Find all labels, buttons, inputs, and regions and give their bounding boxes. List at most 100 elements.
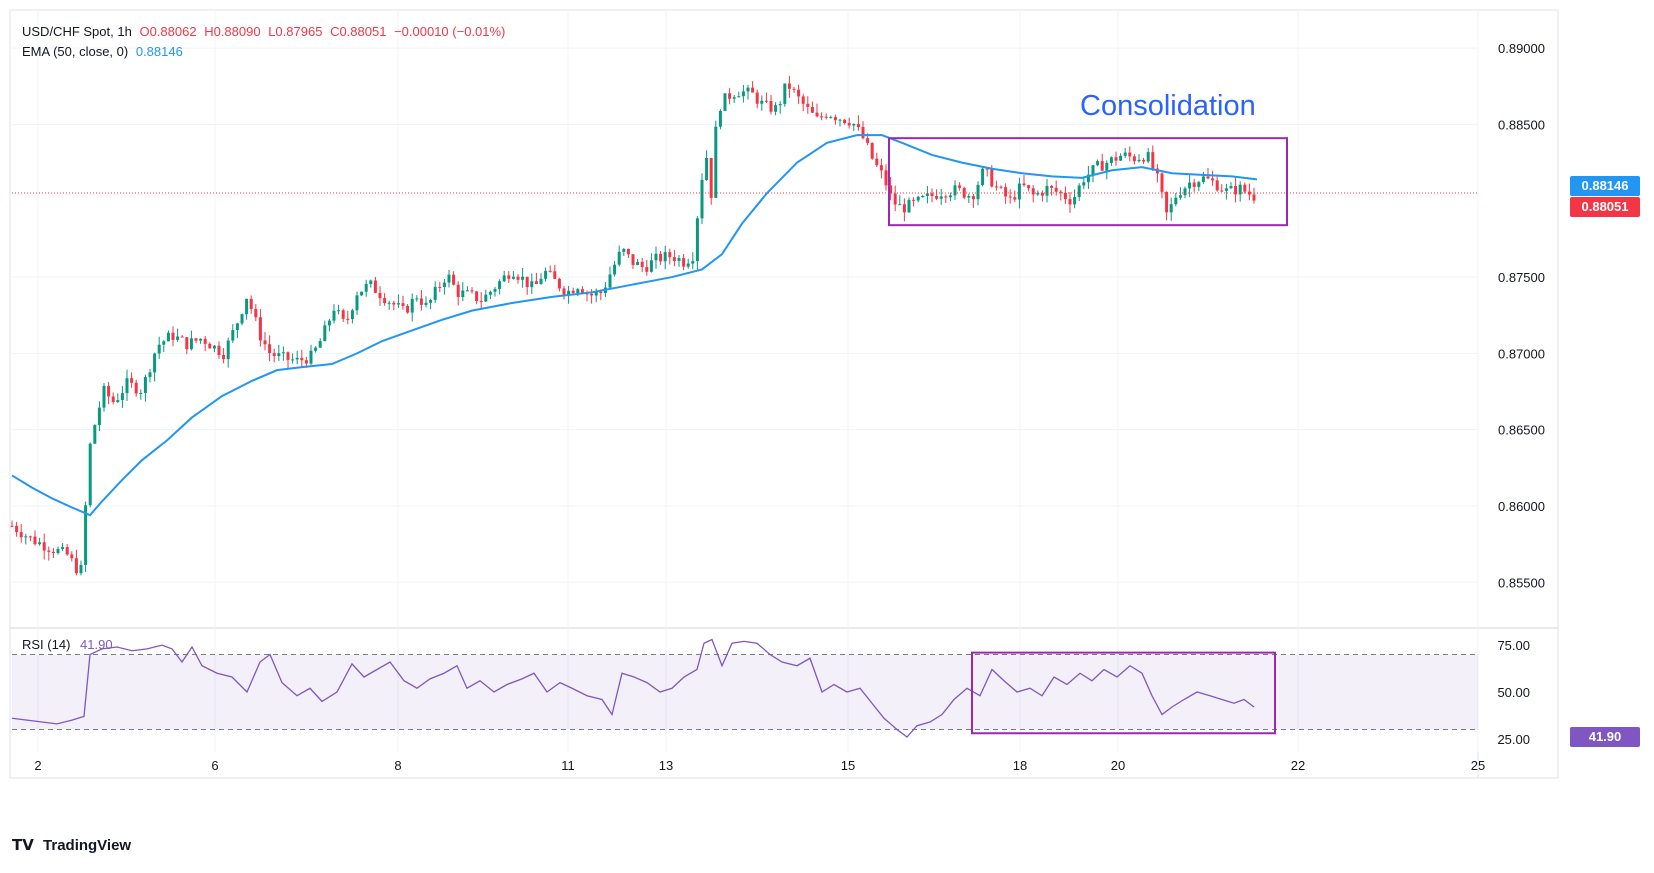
- candle-body: [222, 354, 226, 360]
- candle-body: [1178, 195, 1182, 198]
- candle-body: [539, 278, 543, 285]
- ema-value: 0.88146: [135, 44, 183, 59]
- candle-body: [65, 547, 69, 555]
- candle-body: [235, 323, 239, 331]
- y-tick-label: 0.87000: [1498, 346, 1545, 361]
- candle-body: [442, 282, 446, 288]
- candle-body: [327, 320, 331, 326]
- candle-body: [981, 168, 985, 185]
- candle-body: [1137, 159, 1141, 162]
- candle-body: [189, 338, 193, 350]
- candle-body: [369, 280, 373, 284]
- candle-body: [240, 314, 244, 324]
- candle-body: [212, 345, 216, 349]
- candle-body: [622, 249, 626, 252]
- ohlc-header: USD/CHF Spot, 1h O0.88062 H0.88090 L0.87…: [22, 24, 509, 39]
- candle-body: [534, 281, 538, 285]
- candle-body: [774, 105, 778, 112]
- x-tick-label: 25: [1471, 758, 1485, 773]
- candle-body: [1215, 180, 1219, 191]
- candle-body: [617, 251, 621, 265]
- candle-body: [511, 276, 515, 279]
- candle-body: [194, 338, 198, 341]
- rsi-tick-label: 75.00: [1497, 638, 1530, 653]
- candle-body: [668, 252, 672, 258]
- candle-body: [1004, 187, 1008, 197]
- candle-body: [346, 318, 350, 320]
- candle-body: [318, 341, 322, 348]
- candle-body: [314, 347, 318, 351]
- candle-body: [1169, 204, 1173, 213]
- candle-body: [985, 168, 989, 170]
- candle-body: [493, 289, 497, 292]
- candle-body: [461, 290, 465, 297]
- candle-body: [217, 345, 221, 355]
- candle-body: [1100, 161, 1104, 171]
- candle-body: [1077, 185, 1081, 197]
- y-tick-label: 0.88500: [1498, 117, 1545, 132]
- candle-body: [507, 275, 511, 279]
- candle-body: [948, 195, 952, 198]
- candle-body: [645, 267, 649, 272]
- candle-body: [337, 310, 341, 312]
- candle-body: [971, 196, 975, 200]
- candle-body: [51, 551, 55, 554]
- candle-body: [792, 88, 796, 90]
- candle-body: [406, 305, 410, 313]
- candle-body: [84, 505, 88, 565]
- candle-body: [912, 199, 916, 201]
- candle-body: [332, 310, 336, 321]
- candle-body: [994, 186, 998, 188]
- candle-body: [718, 110, 722, 127]
- candle-body: [304, 360, 308, 364]
- candle-body: [797, 89, 801, 97]
- candle-body: [553, 271, 557, 279]
- candle-body: [111, 396, 115, 402]
- rsi-line: [11, 638, 1255, 738]
- rsi-tick-label: 50.00: [1497, 685, 1530, 700]
- candle-body: [231, 330, 235, 341]
- candle-body: [659, 253, 663, 262]
- candle-body: [166, 332, 170, 342]
- ema-label[interactable]: EMA (50, close, 0): [22, 44, 129, 59]
- candle-body: [1197, 182, 1201, 187]
- candle-body: [272, 353, 276, 356]
- candle-body: [378, 292, 382, 299]
- candle-body: [1119, 155, 1123, 161]
- candle-body: [153, 353, 157, 373]
- candle-body: [1050, 186, 1054, 188]
- candle-body: [1224, 188, 1228, 191]
- tradingview-brand[interactable]: TV TradingView: [12, 836, 131, 854]
- symbol-label[interactable]: USD/CHF Spot, 1h: [22, 24, 132, 39]
- candle-body: [631, 254, 635, 265]
- candle-body: [120, 393, 124, 401]
- candle-body: [263, 340, 267, 345]
- rsi-header: RSI (14) 41.90: [22, 637, 113, 652]
- candle-body: [1174, 197, 1178, 205]
- candle-body: [649, 260, 653, 272]
- candle-body: [1091, 165, 1095, 175]
- rsi-tick-label: 25.00: [1497, 732, 1530, 747]
- candle-body: [208, 343, 212, 349]
- candle-body: [387, 302, 391, 304]
- candle-body: [447, 274, 451, 283]
- candle-body: [392, 302, 396, 305]
- candle-body: [636, 261, 640, 265]
- candle-body: [1114, 157, 1118, 161]
- candle-body: [162, 341, 166, 345]
- rsi-label[interactable]: RSI (14): [22, 637, 71, 652]
- candle-body: [19, 532, 23, 538]
- candle-body: [962, 187, 966, 198]
- last-price-tag: 0.88051: [1570, 197, 1640, 217]
- candle-body: [429, 299, 433, 303]
- candle-body: [33, 536, 37, 545]
- ema-price-tag: 0.88146: [1570, 176, 1640, 196]
- ema-header: EMA (50, close, 0) 0.88146: [22, 44, 187, 59]
- candle-body: [456, 284, 460, 297]
- candle-body: [74, 558, 78, 574]
- candle-body: [976, 184, 980, 200]
- candle-body: [1068, 199, 1072, 205]
- candle-body: [498, 281, 502, 290]
